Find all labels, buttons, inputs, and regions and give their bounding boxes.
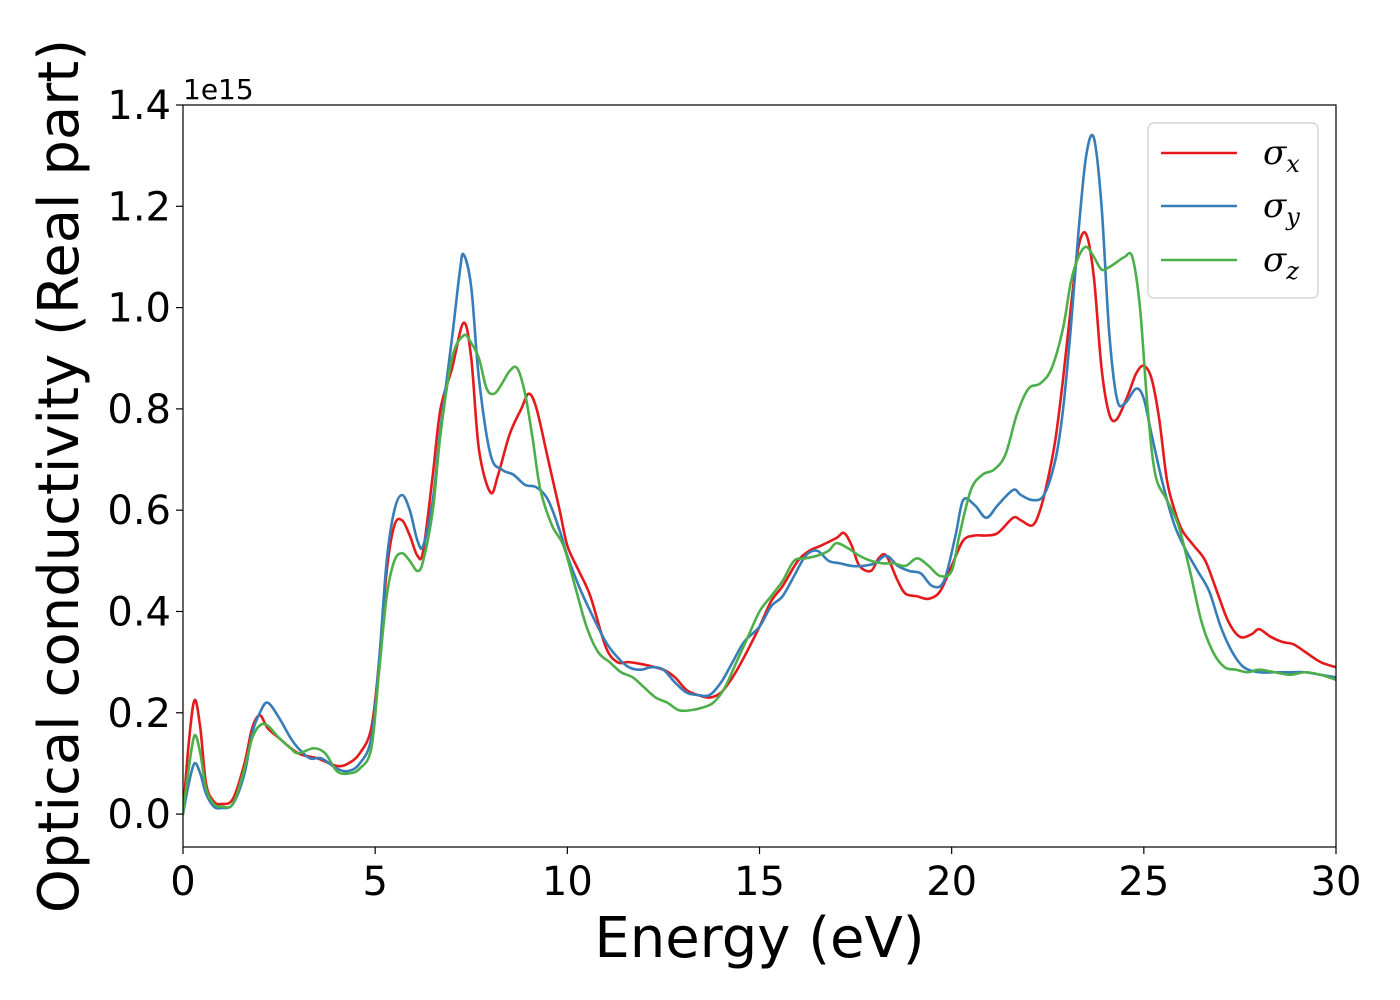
x-tick-label: 5 — [362, 859, 387, 905]
y-tick-label: 1.0 — [107, 286, 171, 332]
x-axis-title: Energy (eV) — [594, 906, 924, 971]
series-line-y — [183, 133, 1336, 816]
y-tick-label: 0.6 — [107, 488, 171, 534]
x-axis: 0 5 10 15 20 25 30 — [170, 847, 1361, 905]
y-tick-label: 0.4 — [107, 589, 171, 635]
y-axis-title: Optical conductivity (Real part) — [27, 39, 92, 913]
y-tick-label: 0.8 — [107, 387, 171, 433]
y-tick-label: 0.0 — [107, 792, 171, 838]
y-tick-label: 1.4 — [107, 83, 171, 129]
x-tick-label: 20 — [926, 859, 977, 905]
y-tick-label: 1.2 — [107, 184, 171, 230]
x-tick-label: 15 — [734, 859, 785, 905]
legend-box — [1147, 122, 1319, 299]
x-tick-label: 25 — [1118, 859, 1169, 905]
series-layer — [183, 133, 1336, 816]
x-tick-label: 0 — [170, 859, 195, 905]
y-tick-label: 0.2 — [107, 691, 171, 737]
y-offset-label: 1e15 — [183, 73, 254, 106]
y-axis: 0.0 0.2 0.4 0.6 0.8 1.0 1.2 1.4 — [107, 83, 183, 838]
series-line-z — [183, 245, 1336, 816]
x-tick-label: 10 — [542, 859, 593, 905]
x-tick-label: 30 — [1311, 859, 1362, 905]
